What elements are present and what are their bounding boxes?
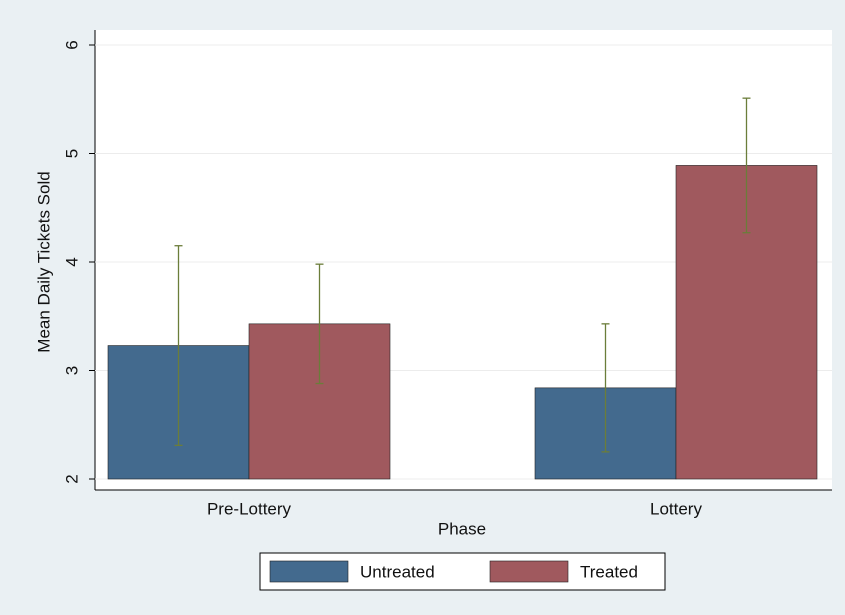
legend-swatch [489,560,569,583]
x-tick-label: Lottery [650,499,702,518]
error-bar [174,245,183,447]
y-tick-label: 3 [62,366,81,375]
y-tick-label: 2 [62,474,81,483]
legend-label: Treated [580,562,638,581]
y-tick-label: 4 [62,257,81,266]
error-bar [315,263,324,385]
x-tick-label: Pre-Lottery [207,499,292,518]
y-tick-label: 5 [62,149,81,158]
y-axis-title: Mean Daily Tickets Sold [34,171,53,352]
legend-swatch [269,560,349,583]
error-bar [601,323,610,453]
x-axis-title: Phase [438,519,486,538]
legend-label: Untreated [360,562,435,581]
y-tick-label: 6 [62,40,81,49]
error-bar [742,97,751,234]
